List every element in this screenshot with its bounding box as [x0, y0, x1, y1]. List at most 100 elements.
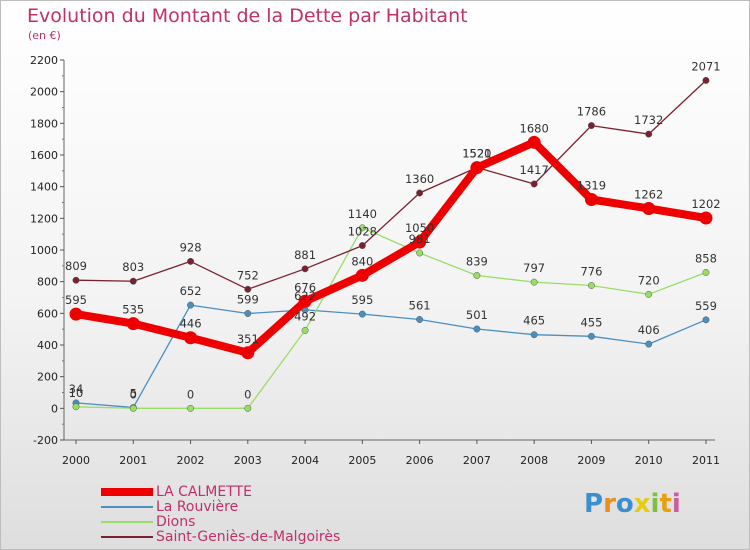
- data-point-la-rouviere: [358, 310, 366, 318]
- data-label-la-calmette: 1050: [405, 221, 434, 235]
- data-point-dions: [702, 269, 710, 276]
- y-tick-label: 1800: [30, 117, 58, 130]
- y-tick-label: 400: [37, 339, 58, 352]
- data-point-saint-genies-de-malgoires: [129, 277, 137, 285]
- legend-swatch-dions: [101, 521, 153, 523]
- data-label-saint-genies-de-malgoires: 1417: [520, 163, 549, 177]
- x-tick-label: 2010: [635, 454, 663, 467]
- y-tick-label: 1600: [30, 149, 58, 162]
- x-tick-label: 2001: [119, 454, 147, 467]
- data-point-saint-genies-de-malgoires: [416, 189, 424, 197]
- data-label-saint-genies-de-malgoires: 1732: [634, 113, 663, 127]
- data-label-la-rouviere: 455: [580, 315, 602, 329]
- data-point-la-calmette: [642, 202, 656, 216]
- data-label-dions: 981: [409, 232, 431, 246]
- x-tick-label: 2004: [291, 454, 319, 467]
- data-point-dions: [530, 278, 538, 286]
- data-label-la-calmette: 595: [65, 293, 87, 307]
- y-tick-label: 2000: [30, 86, 58, 99]
- data-label-la-rouviere: 652: [180, 284, 202, 298]
- data-label-la-calmette: 1319: [577, 178, 606, 192]
- data-label-la-rouviere: 501: [466, 308, 488, 322]
- logo-letter: t: [659, 489, 672, 519]
- logo-letter: i: [650, 489, 660, 519]
- data-label-dions: 0: [187, 387, 194, 401]
- x-tick-label: 2008: [520, 454, 548, 467]
- data-label-la-calmette: 351: [237, 332, 259, 346]
- data-label-dions: 10: [69, 386, 84, 400]
- data-label-saint-genies-de-malgoires: 809: [65, 259, 87, 273]
- data-label-la-rouviere: 465: [523, 314, 545, 328]
- data-label-saint-genies-de-malgoires: 752: [237, 268, 259, 282]
- logo-letter: i: [671, 489, 681, 519]
- data-point-saint-genies-de-malgoires: [358, 242, 366, 250]
- data-point-la-rouviere: [473, 325, 481, 333]
- data-point-la-calmette: [413, 235, 427, 249]
- data-label-dions: 776: [580, 264, 602, 278]
- data-point-dions: [72, 403, 80, 411]
- data-label-dions: 1140: [348, 207, 377, 221]
- data-point-la-rouviere: [244, 310, 252, 317]
- data-point-saint-genies-de-malgoires: [702, 76, 710, 84]
- data-point-la-rouviere: [530, 331, 538, 339]
- data-label-la-calmette: 1520: [462, 147, 491, 161]
- data-label-la-rouviere: 595: [351, 293, 373, 307]
- series-line-la-calmette: [72, 138, 710, 357]
- x-tick-label: 2006: [406, 454, 434, 467]
- data-label-saint-genies-de-malgoires: 1028: [348, 225, 377, 239]
- data-label-dions: 797: [523, 261, 545, 275]
- data-point-dions: [358, 224, 366, 232]
- x-tick-label: 2002: [177, 454, 205, 467]
- data-point-la-calmette: [584, 192, 598, 206]
- data-label-la-rouviere: 559: [695, 299, 717, 313]
- data-point-la-calmette: [298, 294, 312, 308]
- y-tick-label: -200: [33, 434, 58, 447]
- data-point-saint-genies-de-malgoires: [645, 130, 653, 138]
- data-point-saint-genies-de-malgoires: [72, 276, 80, 284]
- data-point-la-rouviere: [645, 340, 653, 348]
- data-label-la-calmette: 676: [294, 280, 316, 294]
- data-label-dions: 720: [638, 273, 660, 287]
- data-label-la-calmette: 446: [180, 317, 202, 331]
- data-label-la-rouviere: 406: [638, 323, 660, 337]
- x-tick-label: 2005: [348, 454, 376, 467]
- proxiti-logo: Proxiti: [584, 489, 681, 519]
- data-label-la-rouviere: 5: [130, 387, 137, 401]
- data-point-saint-genies-de-malgoires: [587, 122, 595, 130]
- data-label-dions: 492: [294, 309, 316, 323]
- data-point-la-rouviere: [702, 316, 710, 324]
- data-label-saint-genies-de-malgoires: 928: [180, 240, 202, 254]
- data-point-la-calmette: [184, 331, 198, 345]
- y-tick-label: 1000: [30, 244, 58, 257]
- data-point-dions: [473, 272, 481, 279]
- legend-label: Saint-Geniès-de-Malgoirès: [156, 529, 341, 545]
- y-tick-label: 1400: [30, 181, 58, 194]
- data-label-saint-genies-de-malgoires: 1360: [405, 172, 434, 186]
- data-label-la-rouviere: 561: [409, 299, 431, 313]
- data-point-la-calmette: [69, 307, 83, 321]
- y-tick-label: 800: [37, 276, 58, 289]
- data-point-la-calmette: [126, 317, 140, 331]
- x-tick-label: 2007: [463, 454, 491, 467]
- data-point-la-calmette: [699, 211, 713, 225]
- data-point-la-rouviere: [587, 332, 595, 340]
- y-tick-label: 200: [37, 371, 58, 384]
- legend-swatch-la-rouviere: [101, 506, 153, 508]
- data-label-la-calmette: 840: [351, 254, 373, 268]
- data-label-dions: 839: [466, 254, 488, 268]
- legend-swatch-la-calmette: [101, 488, 153, 496]
- logo-letter: x: [633, 489, 651, 519]
- y-tick-label: 2200: [30, 54, 58, 67]
- data-label-dions: 0: [244, 387, 251, 401]
- data-point-la-rouviere: [416, 316, 424, 323]
- logo-letter: P: [584, 489, 604, 519]
- data-point-la-calmette: [241, 346, 255, 360]
- data-label-la-rouviere: 599: [237, 292, 259, 306]
- x-tick-label: 2000: [62, 454, 90, 467]
- data-label-saint-genies-de-malgoires: 2071: [691, 59, 720, 73]
- data-point-la-calmette: [470, 161, 484, 175]
- series-line-dions: [75, 227, 707, 409]
- data-label-la-calmette: 1202: [691, 197, 720, 211]
- data-point-saint-genies-de-malgoires: [301, 265, 309, 273]
